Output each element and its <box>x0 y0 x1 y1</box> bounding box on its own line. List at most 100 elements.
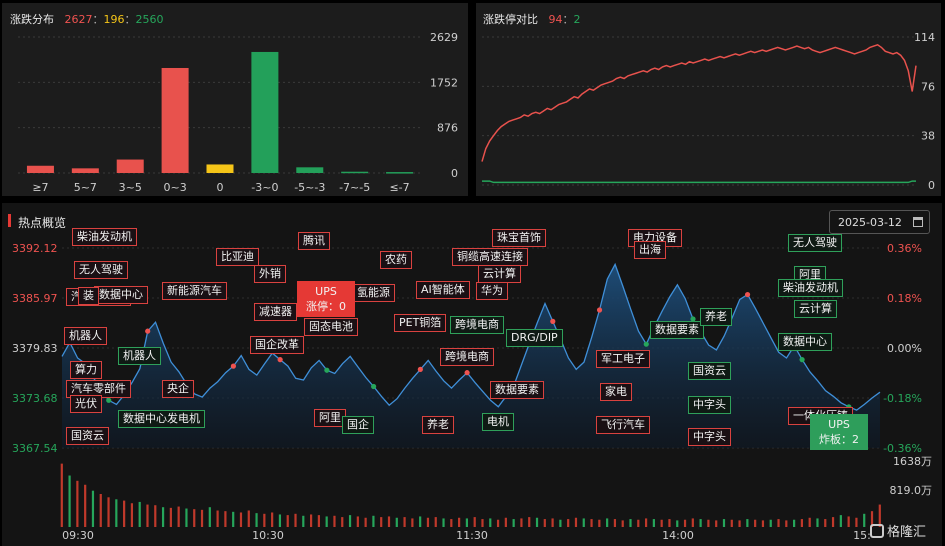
hotspot-tag[interactable]: 装 <box>78 287 99 305</box>
volume-bar <box>567 519 570 527</box>
volume-bar <box>263 513 266 527</box>
hotspot-tag[interactable]: 央企 <box>162 380 194 398</box>
volume-bar <box>348 515 352 527</box>
volume-bar <box>138 501 141 527</box>
hotspot-tag[interactable]: 农药 <box>380 251 412 269</box>
hotspot-tag[interactable]: 云计算 <box>794 300 837 318</box>
hotspot-tag[interactable]: PET铜箔 <box>394 314 447 332</box>
hotspot-tag[interactable]: 柴油发动机 <box>72 228 137 246</box>
volume-bar <box>364 517 367 527</box>
dist-y-tick: 876 <box>437 122 458 135</box>
dist-bar-≤-7 <box>386 172 414 174</box>
hotspot-tag[interactable]: 国企改革 <box>250 336 304 354</box>
hotspot-tag[interactable]: 电机 <box>482 413 514 431</box>
hotspot-tag[interactable]: 跨境电商 <box>450 316 504 334</box>
ups-blown-tag[interactable]: UPS 炸板：2 <box>810 414 868 450</box>
hotspot-tag[interactable]: 固态电池 <box>304 318 358 336</box>
volume-bar <box>458 517 461 527</box>
volume-bar <box>161 507 165 527</box>
volume-bar <box>442 518 445 527</box>
volume-bar <box>644 518 648 527</box>
dist-y-tick: 1752 <box>430 76 458 89</box>
limit-compare-panel: 涨跌停对比 94：2 114 76 38 0 <box>476 3 941 196</box>
hotspot-tag[interactable]: 新能源汽车 <box>162 282 227 300</box>
volume-bar <box>169 507 172 527</box>
limit-y-tick: 38 <box>921 130 935 143</box>
volume-bar <box>722 519 726 527</box>
ups-tag-line1: UPS <box>315 285 337 298</box>
hotspot-tag[interactable]: 阿里 <box>314 409 346 427</box>
hotspot-tag[interactable]: 国资云 <box>688 362 731 380</box>
volume-bar <box>154 505 157 527</box>
limit-y-tick: 76 <box>921 80 935 93</box>
hotspot-tag[interactable]: 无人驾驶 <box>788 234 842 252</box>
hotspot-tag[interactable]: 光伏 <box>70 395 102 413</box>
hotspot-tag[interactable]: 机器人 <box>64 327 107 345</box>
limit-down-line <box>482 180 916 184</box>
hotspot-tag[interactable]: 养老 <box>700 308 732 326</box>
hotspot-tag[interactable]: 中字头 <box>688 396 731 414</box>
hotspot-tag[interactable]: 算力 <box>70 361 102 379</box>
hotspot-tag[interactable]: 中字头 <box>688 428 731 446</box>
volume-bar <box>372 515 375 527</box>
hot-y-left: 3367.54 <box>12 442 58 455</box>
hotspot-tag[interactable]: 减速器 <box>254 303 297 321</box>
hotspot-tag[interactable]: 外销 <box>254 265 286 283</box>
hotspot-tag[interactable]: 数据要素 <box>490 381 544 399</box>
hot-marker-dot <box>277 357 283 363</box>
hotspot-tag[interactable]: 柴油发动机 <box>778 279 843 297</box>
hotspot-tag[interactable]: 出海 <box>634 241 666 259</box>
volume-bar <box>683 519 687 527</box>
watermark-logo-icon <box>870 524 884 538</box>
hotspot-tag[interactable]: 云计算 <box>478 265 521 283</box>
hotspot-tag[interactable]: AI智能体 <box>416 281 470 299</box>
hotspot-tag[interactable]: 数据中心发电机 <box>118 410 205 428</box>
hotspot-tag[interactable]: 腾讯 <box>298 232 330 250</box>
volume-bar <box>839 515 842 527</box>
dist-x-label: ≥7 <box>32 181 48 194</box>
hot-marker-dot <box>596 307 603 313</box>
volume-bar <box>831 517 835 527</box>
hotspot-tag[interactable]: 家电 <box>600 383 632 401</box>
volume-bar <box>559 519 562 527</box>
hotspot-tag[interactable]: 国企 <box>342 416 374 434</box>
hotspot-tag[interactable]: 国资云 <box>66 427 109 445</box>
hotspot-tag[interactable]: 比亚迪 <box>216 248 259 266</box>
volume-bar <box>99 494 102 527</box>
hotspot-tag[interactable]: 飞行汽车 <box>596 416 650 434</box>
hot-marker-dot <box>324 367 330 373</box>
dist-bar-5~7 <box>71 168 99 173</box>
hotspot-tag[interactable]: 军工电子 <box>596 350 650 368</box>
hot-y-right: 0.18% <box>887 292 922 305</box>
hotspot-tag[interactable]: 汽车零部件 <box>66 380 131 398</box>
hotspot-tag[interactable]: 华为 <box>476 282 508 300</box>
hotspot-tag[interactable]: 跨境电商 <box>440 348 494 366</box>
dist-flat-count: 196 <box>103 13 125 26</box>
volume-bar <box>777 519 780 527</box>
volume-bar <box>115 499 118 527</box>
hotspot-tag[interactable]: 数据中心 <box>94 286 148 304</box>
date-picker[interactable]: 2025-03-12 <box>829 210 930 234</box>
hot-marker-dot <box>371 383 377 390</box>
hotspot-tag[interactable]: 数据中心 <box>778 333 832 351</box>
hotspot-tag[interactable]: 机器人 <box>118 347 161 365</box>
volume-bar <box>380 517 383 527</box>
hotspot-tag[interactable]: 氢能源 <box>352 284 395 302</box>
hot-y-left: 3379.83 <box>12 342 58 355</box>
volume-bar <box>676 520 679 527</box>
hotspot-tag[interactable]: 铜缆高速连接 <box>452 248 528 266</box>
ups-limit-up-tag[interactable]: UPS 涨停：0 <box>297 281 355 317</box>
volume-bar <box>793 519 796 527</box>
volume-bar <box>715 520 718 527</box>
hotspot-tag[interactable]: 数据要素 <box>650 321 704 339</box>
hotspot-tag[interactable]: DRG/DIP <box>506 329 563 347</box>
hotspot-tag[interactable]: 无人驾驶 <box>74 261 128 279</box>
dist-x-label: ≤-7 <box>389 181 409 194</box>
volume-bar <box>637 519 640 527</box>
volume-bar <box>473 517 476 527</box>
hotspot-tag[interactable]: 珠宝首饰 <box>492 229 546 247</box>
hotspot-tag[interactable]: 养老 <box>422 416 454 434</box>
volume-bar <box>730 519 733 527</box>
volume-bar <box>824 519 827 527</box>
